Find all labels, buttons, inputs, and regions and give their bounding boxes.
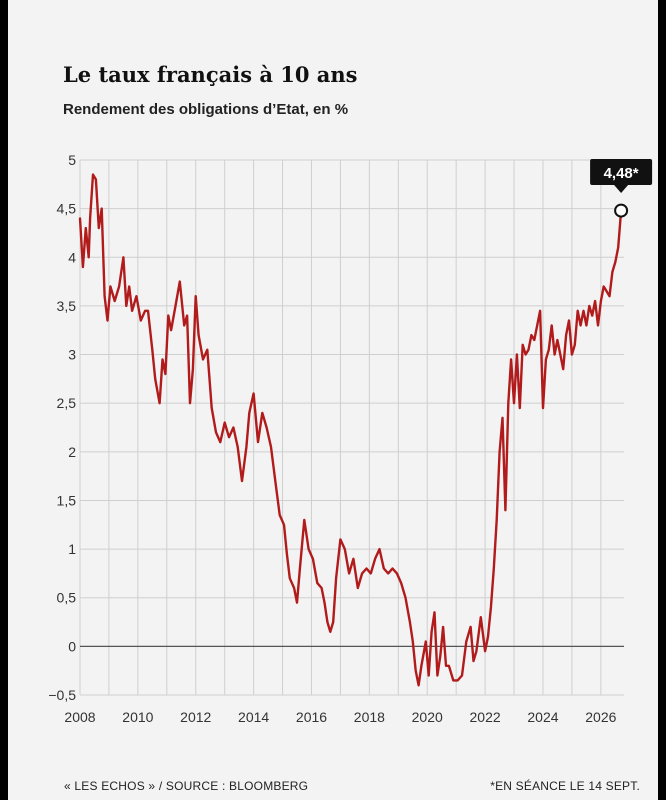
x-tick-label: 2022 [470, 709, 501, 725]
source-credit: « LES ECHOS » / SOURCE : BLOOMBERG [64, 779, 309, 793]
x-tick-label: 2012 [180, 709, 211, 725]
x-tick-label: 2026 [585, 709, 616, 725]
y-tick-label: 2,5 [57, 395, 77, 411]
y-tick-label: 3,5 [57, 298, 77, 314]
series-line [78, 173, 623, 687]
annotation-label: 4,48* [604, 165, 639, 182]
grid-lines [79, 159, 624, 696]
y-tick-label: 1 [68, 541, 76, 557]
y-tick-label: 0 [68, 638, 76, 654]
annotation-box [590, 159, 653, 185]
y-tick-label: 5 [68, 152, 76, 168]
y-tick-label: 2 [68, 444, 76, 460]
x-tick-label: 2008 [64, 709, 95, 725]
x-axis-ticks: 2008 2010 2012 2014 2016 2018 2020 2022 2024 2026 [64, 709, 616, 725]
y-tick-label: −0,5 [48, 687, 76, 703]
y-axis-ticks: −0,5 0 0,5 1 1,5 2 2,5 3 3,5 4 4,5 5 [48, 152, 76, 703]
y-tick-label: 1,5 [57, 492, 77, 508]
y-tick-label: 4 [68, 249, 76, 265]
chart-title: Le taux français à 10 ans [63, 62, 358, 87]
footnote: *EN SÉANCE LE 14 SEPT. [490, 779, 640, 793]
series-layer [78, 173, 623, 687]
annotation-pointer [614, 185, 629, 193]
line-chart: −0,500,511,522,533,544,55 2008 2010 2012 20… [48, 152, 653, 725]
x-tick-label: 2010 [122, 709, 153, 725]
annotation-marker [614, 203, 629, 218]
x-tick-label: 2020 [412, 709, 443, 725]
y-tick-label: 0,5 [57, 590, 77, 606]
x-tick-label: 2018 [354, 709, 385, 725]
x-tick-label: 2024 [527, 709, 558, 725]
x-tick-label: 2014 [238, 709, 269, 725]
y-tick-label: 4,5 [57, 201, 77, 217]
latest-value-annotation: 4,48* [590, 159, 653, 218]
y-tick-label: 3 [68, 347, 76, 363]
chart-subtitle: Rendement des obligations d’Etat, en % [63, 101, 349, 118]
x-tick-label: 2016 [296, 709, 327, 725]
chart-card: Le taux français à 10 ans Rendement des … [8, 0, 658, 800]
